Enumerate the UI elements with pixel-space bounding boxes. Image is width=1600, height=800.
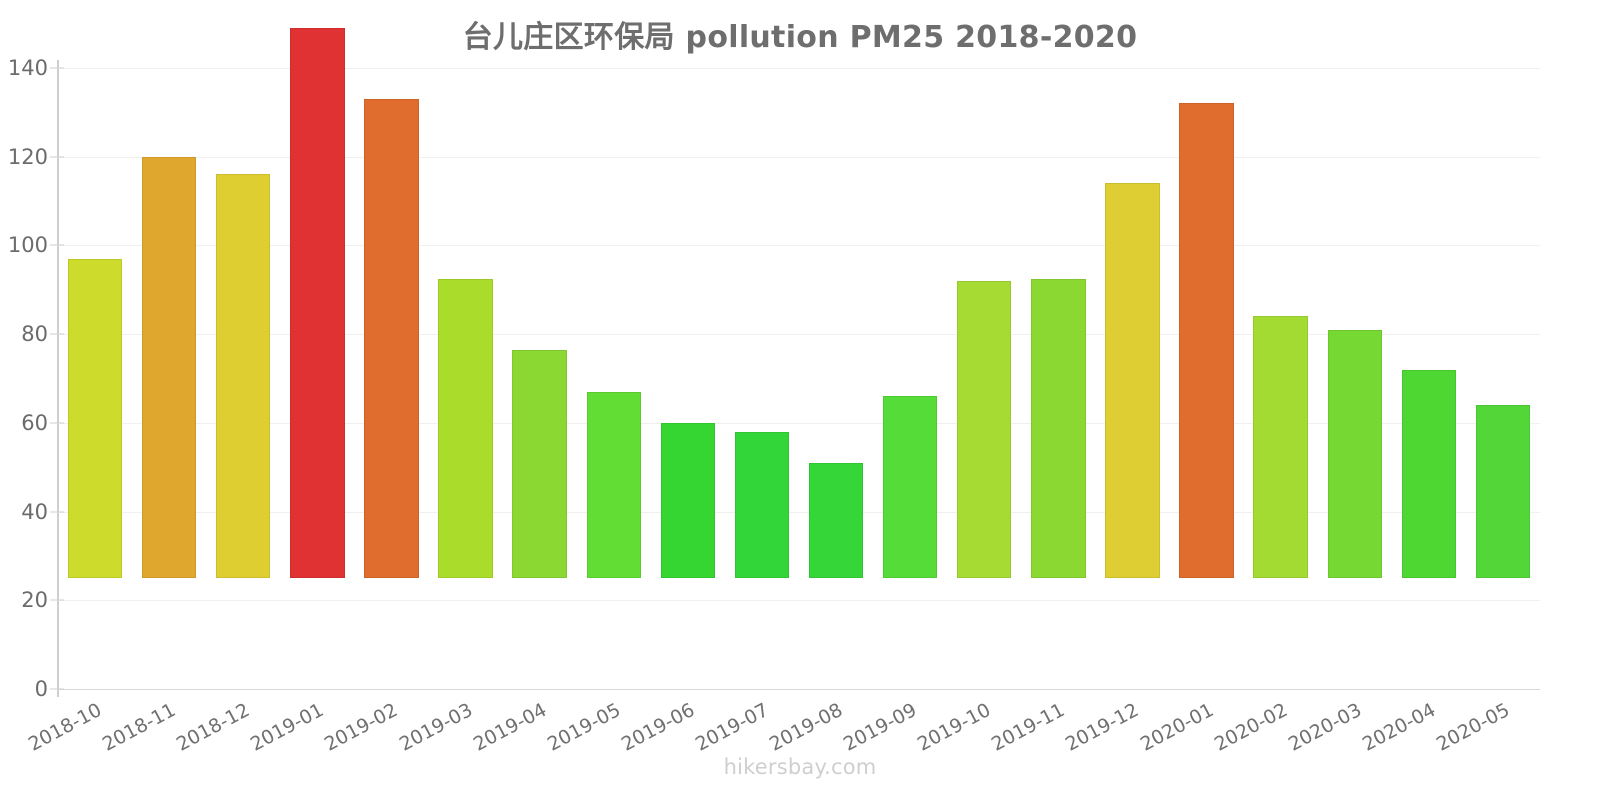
y-axis-tick-mark-0 xyxy=(50,688,64,690)
y-axis-line xyxy=(57,60,59,697)
bar-2020-02[interactable] xyxy=(1253,316,1308,578)
gridlines-group xyxy=(58,68,1540,690)
y-axis-label-0: 0 xyxy=(34,677,48,701)
gridline-20 xyxy=(58,600,1540,602)
bar-series xyxy=(58,0,1540,689)
bar-2019-04[interactable] xyxy=(512,349,567,578)
bar-2019-08[interactable] xyxy=(808,462,864,578)
bar-2019-03[interactable] xyxy=(438,278,493,578)
gridline-120 xyxy=(58,156,1540,158)
y-axis-tick-mark-100 xyxy=(50,244,64,246)
y-axis-tick-mark-140 xyxy=(50,67,64,69)
y-axis-label-80: 80 xyxy=(21,322,48,347)
y-axis-tick-mark-120 xyxy=(50,156,64,158)
bar-2020-01[interactable] xyxy=(1179,103,1234,578)
bar-2019-05[interactable] xyxy=(586,391,641,578)
bar-2019-09[interactable] xyxy=(882,396,938,578)
gridline-100 xyxy=(58,245,1540,247)
bar-2019-06[interactable] xyxy=(660,422,716,578)
gridline-40 xyxy=(58,511,1540,513)
gridline-0 xyxy=(58,689,1540,690)
y-axis-tick-mark-80 xyxy=(50,333,64,335)
bar-2019-12[interactable] xyxy=(1105,183,1160,578)
bar-2020-03[interactable] xyxy=(1327,329,1382,578)
y-axis-tick-mark-60 xyxy=(50,422,64,424)
bar-2019-07[interactable] xyxy=(734,431,790,578)
gridline-140 xyxy=(58,68,1540,69)
bar-2019-11[interactable] xyxy=(1031,278,1086,578)
y-axis-tick-mark-40 xyxy=(50,511,64,513)
y-axis-label-100: 100 xyxy=(7,233,48,258)
bar-2019-10[interactable] xyxy=(957,280,1012,578)
y-axis-label-20: 20 xyxy=(21,588,48,613)
y-axis-label-140: 140 xyxy=(7,56,48,80)
bar-2018-10[interactable] xyxy=(67,258,123,578)
y-axis-label-120: 120 xyxy=(7,144,48,169)
watermark-label: hikersbay.com xyxy=(723,755,877,779)
bar-2018-12[interactable] xyxy=(216,174,271,578)
bar-2020-04[interactable] xyxy=(1401,369,1457,578)
y-axis-tick-mark-20 xyxy=(50,599,64,601)
bar-2018-11[interactable] xyxy=(141,156,197,578)
bar-2019-01[interactable] xyxy=(290,27,345,578)
page-title: 台儿庄区环保局 pollution PM25 2018-2020 xyxy=(462,20,1138,55)
gridline-80 xyxy=(58,334,1540,336)
bar-2020-05[interactable] xyxy=(1475,405,1531,578)
gridline-60 xyxy=(58,422,1540,424)
y-axis-label-40: 40 xyxy=(21,499,48,524)
bar-2019-02[interactable] xyxy=(364,98,419,578)
y-axis-label-60: 60 xyxy=(21,410,48,435)
